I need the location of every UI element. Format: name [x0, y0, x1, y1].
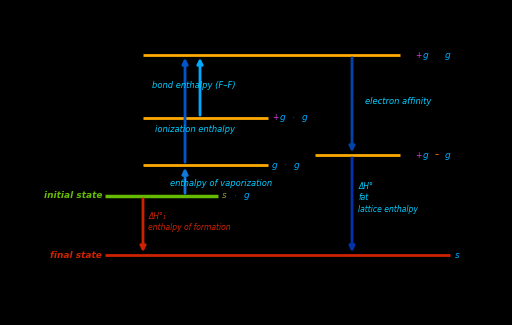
Text: bond enthalpy (F–F): bond enthalpy (F–F): [152, 81, 236, 89]
Text: ionization enthalpy: ionization enthalpy: [155, 125, 235, 135]
Text: –: –: [435, 150, 439, 160]
Text: g: g: [423, 50, 429, 59]
Text: g: g: [445, 50, 451, 59]
Text: enthalpy of vaporization: enthalpy of vaporization: [170, 178, 272, 188]
Text: +: +: [415, 150, 421, 160]
Text: g: g: [280, 113, 286, 123]
Text: initial state: initial state: [44, 191, 102, 201]
Text: g: g: [244, 191, 250, 201]
Text: electron affinity: electron affinity: [365, 98, 432, 107]
Text: ·: ·: [234, 191, 237, 201]
Text: ·: ·: [284, 160, 287, 170]
Text: +: +: [415, 50, 421, 59]
Text: final state: final state: [50, 251, 102, 259]
Text: g: g: [272, 161, 278, 170]
Text: g: g: [445, 150, 451, 160]
Text: ·: ·: [292, 113, 295, 123]
Text: ΔH°
fat
lattice enthalpy: ΔH° fat lattice enthalpy: [358, 182, 418, 214]
Text: ΔH°₁
enthalpy of formation: ΔH°₁ enthalpy of formation: [148, 212, 230, 232]
Text: s: s: [222, 191, 227, 201]
Text: s: s: [455, 251, 460, 259]
Text: +: +: [272, 113, 279, 123]
Text: g: g: [302, 113, 308, 123]
Text: g: g: [423, 150, 429, 160]
Text: g: g: [294, 161, 300, 170]
